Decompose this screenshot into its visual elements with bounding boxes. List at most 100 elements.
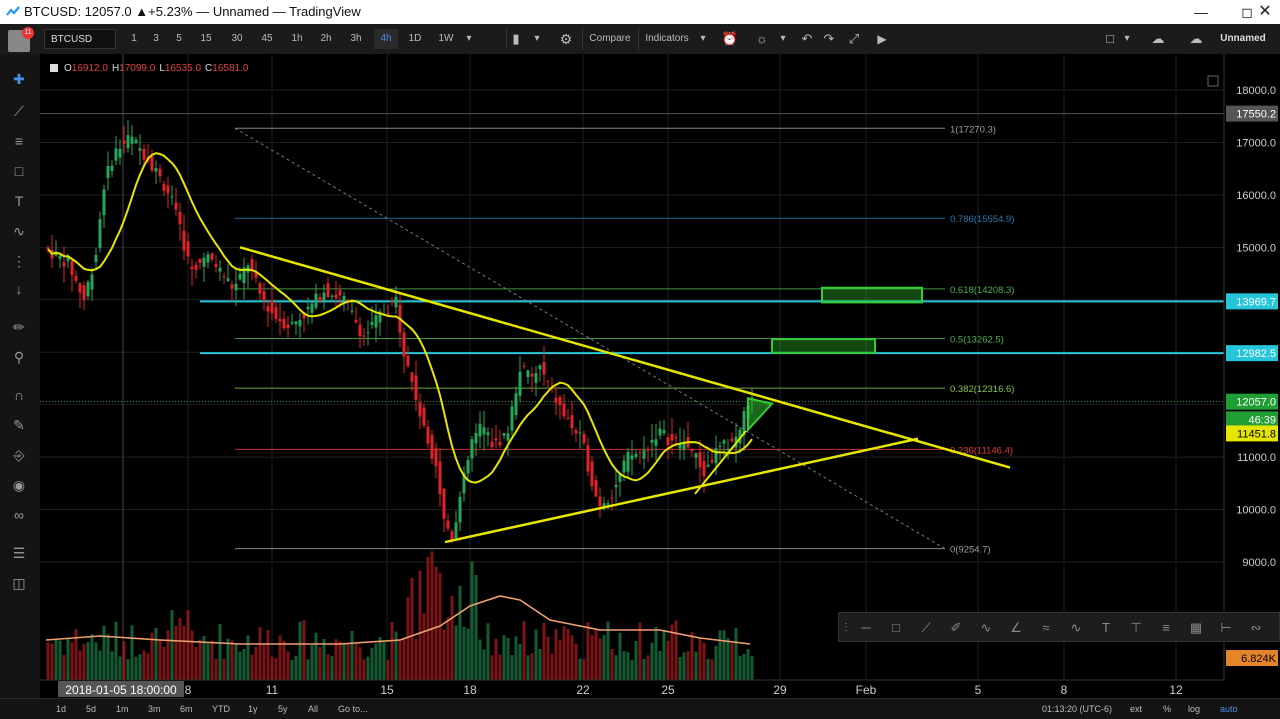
volume-bar bbox=[562, 626, 566, 680]
text-icon[interactable]: T bbox=[1102, 620, 1110, 635]
percent-toggle[interactable]: % bbox=[1163, 704, 1172, 714]
play-icon[interactable]: ▶ bbox=[877, 32, 887, 46]
elliott-icon[interactable]: ∿ bbox=[1070, 620, 1082, 635]
interval-3[interactable]: 3 bbox=[153, 33, 159, 44]
fib-icon[interactable]: ≡ bbox=[1162, 620, 1170, 635]
prediction-icon[interactable]: ⋮ bbox=[12, 253, 26, 269]
range-5d[interactable]: 5d bbox=[86, 704, 97, 714]
volume-bar bbox=[314, 632, 318, 680]
chevron-down-icon[interactable]: ▾ bbox=[780, 33, 786, 44]
arrow-down-icon[interactable]: ↓ bbox=[15, 281, 23, 297]
link-icon[interactable]: ∞ bbox=[14, 507, 24, 523]
volume-bar bbox=[298, 621, 302, 680]
bar-style-icon[interactable]: ▮ bbox=[512, 31, 520, 46]
ruler-icon[interactable]: ✏ bbox=[13, 319, 25, 335]
interval-1d[interactable]: 1D bbox=[408, 33, 422, 44]
horizontal-line-icon[interactable]: ─ bbox=[861, 620, 871, 635]
layout-name-button[interactable]: Unnamed bbox=[1220, 33, 1266, 44]
candle-body bbox=[422, 407, 426, 426]
chevron-down-icon[interactable]: ▾ bbox=[700, 33, 706, 44]
goto-button[interactable]: Go to... bbox=[338, 704, 368, 714]
volume-bar bbox=[662, 629, 666, 680]
magnet-icon[interactable]: ∩ bbox=[13, 387, 25, 403]
close-button[interactable]: ✕ bbox=[1258, 3, 1272, 20]
candle-body bbox=[642, 450, 646, 459]
interval-30[interactable]: 30 bbox=[231, 33, 243, 44]
range-ytd[interactable]: YTD bbox=[212, 704, 230, 714]
interval-45[interactable]: 45 bbox=[261, 33, 273, 44]
volume-bar bbox=[166, 630, 170, 680]
redo-icon[interactable]: ↷ bbox=[823, 31, 835, 46]
fullscreen-icon[interactable]: ⤢ bbox=[848, 31, 860, 46]
log-toggle[interactable]: log bbox=[1188, 704, 1201, 714]
interval-5[interactable]: 5 bbox=[176, 33, 182, 44]
gann-icon[interactable]: ▦ bbox=[1189, 620, 1203, 635]
cloud-save-icon[interactable]: ☁ bbox=[1189, 31, 1203, 46]
candle-body bbox=[426, 426, 430, 444]
range-5y[interactable]: 5y bbox=[278, 704, 288, 714]
chevron-down-icon[interactable]: ▾ bbox=[534, 33, 540, 44]
range-6m[interactable]: 6m bbox=[180, 704, 193, 714]
eye-icon[interactable]: ◉ bbox=[12, 477, 26, 493]
fib-icon[interactable]: ≡ bbox=[14, 133, 24, 149]
angle-icon[interactable]: ∠ bbox=[1010, 620, 1022, 635]
path-icon[interactable]: ∾ bbox=[1250, 620, 1262, 635]
trendline-icon[interactable]: ⟋ bbox=[14, 103, 24, 119]
gear-icon[interactable]: ⚙ bbox=[559, 31, 573, 47]
interval-4h[interactable]: 4h bbox=[374, 29, 398, 49]
minimize-button[interactable]: — bbox=[1194, 4, 1208, 20]
zoom-icon[interactable]: ⚲ bbox=[13, 349, 25, 365]
volume-bar bbox=[550, 653, 554, 680]
range-1m[interactable]: 1m bbox=[116, 704, 129, 714]
text-icon[interactable]: T bbox=[14, 193, 24, 209]
avatar[interactable]: 11 bbox=[8, 27, 34, 52]
interval-3h[interactable]: 3h bbox=[350, 33, 362, 44]
range-1d[interactable]: 1d bbox=[56, 704, 67, 714]
interval-chevron-icon[interactable]: ▾ bbox=[466, 33, 472, 44]
candle-body bbox=[402, 332, 406, 357]
price-label-bg-0 bbox=[1226, 105, 1278, 122]
symbol-search-input[interactable]: BTCUSD bbox=[44, 29, 116, 49]
interval-15[interactable]: 15 bbox=[200, 33, 212, 44]
interval-1h[interactable]: 1h bbox=[291, 33, 303, 44]
layout-icon[interactable]: □ bbox=[1106, 31, 1114, 46]
undo-icon[interactable]: ↶ bbox=[801, 31, 813, 46]
measure-icon[interactable]: ⊢ bbox=[1220, 620, 1232, 635]
x-tick-label-8: 5 bbox=[975, 683, 982, 697]
rectangle-icon[interactable]: □ bbox=[14, 163, 24, 179]
range-all[interactable]: All bbox=[308, 704, 319, 714]
alert-icon[interactable]: ⏰ bbox=[721, 31, 739, 46]
volume-bar bbox=[430, 551, 434, 680]
volume-bar bbox=[738, 655, 742, 680]
trendline-icon[interactable]: ⟋ bbox=[921, 620, 931, 635]
anchored-text-icon[interactable]: ⊤ bbox=[1130, 620, 1142, 635]
brush-icon[interactable]: ✐ bbox=[950, 620, 962, 635]
compare-button[interactable]: Compare bbox=[589, 33, 631, 44]
pen-icon[interactable]: ✎ bbox=[13, 417, 25, 433]
template-icon[interactable]: ☼ bbox=[756, 31, 768, 46]
range-3m[interactable]: 3m bbox=[148, 704, 161, 714]
candle-body bbox=[230, 284, 234, 289]
interval-2h[interactable]: 2h bbox=[320, 33, 332, 44]
range-1y[interactable]: 1y bbox=[248, 704, 258, 714]
price-chart[interactable]: 1(17270.3) 0.786(15554.9) 0.618(14208.3) 0.… bbox=[40, 54, 1280, 698]
volume-bar bbox=[110, 651, 114, 680]
rectangle-icon[interactable]: □ bbox=[892, 620, 900, 635]
maximize-button[interactable]: ◻ bbox=[1241, 4, 1253, 20]
layers-icon[interactable]: ☰ bbox=[12, 545, 26, 561]
lock-icon[interactable]: ⎆ bbox=[13, 447, 25, 463]
cloud-load-icon[interactable]: ☁ bbox=[1151, 31, 1165, 46]
interval-1[interactable]: 1 bbox=[131, 33, 137, 44]
auto-toggle[interactable]: auto bbox=[1220, 704, 1238, 714]
indicators-button[interactable]: Indicators bbox=[645, 33, 689, 44]
pattern-icon[interactable]: ∿ bbox=[13, 223, 25, 239]
crosshair-icon[interactable]: ✚ bbox=[13, 71, 25, 87]
pattern-icon[interactable]: ∿ bbox=[980, 620, 992, 635]
ext-toggle[interactable]: ext bbox=[1130, 704, 1143, 714]
chevron-down-icon[interactable]: ▾ bbox=[1124, 33, 1130, 44]
wave-icon[interactable]: ≈ bbox=[1042, 620, 1050, 635]
drag-handle-icon[interactable]: ⋮ bbox=[841, 622, 851, 633]
candle-body bbox=[70, 260, 74, 276]
trash-icon[interactable]: ◫ bbox=[12, 575, 26, 591]
interval-1w[interactable]: 1W bbox=[438, 33, 454, 44]
